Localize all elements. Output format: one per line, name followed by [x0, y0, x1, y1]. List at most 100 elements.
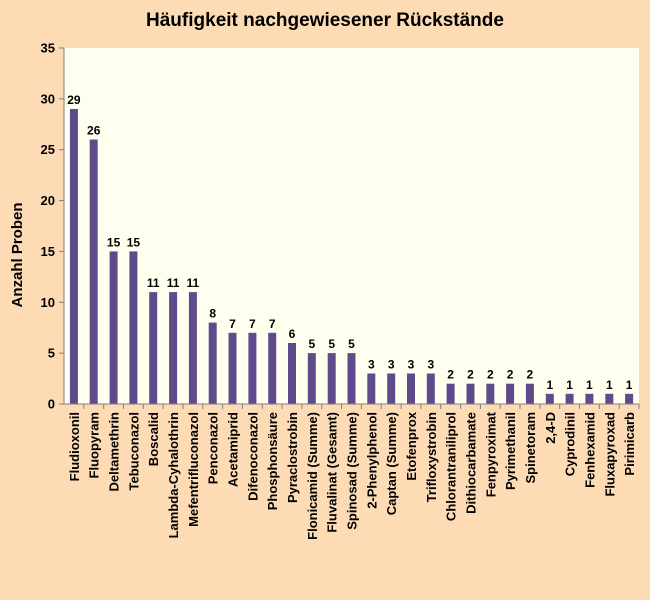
category-label: Lambda-Cyhalothrin [166, 412, 181, 538]
data-label: 1 [626, 378, 633, 392]
category-label: Fluxapyroxad [602, 412, 617, 497]
bar [565, 393, 574, 404]
category-label: Pirimicarb [622, 412, 637, 476]
category-label: Boscalid [146, 412, 161, 466]
bar-series [69, 109, 634, 404]
y-tick-label: 10 [41, 295, 55, 310]
bar [347, 353, 356, 404]
data-label: 7 [229, 317, 236, 331]
category-label: Flonicamid (Summe) [305, 412, 320, 540]
y-axis-title: Anzahl Proben [9, 202, 26, 307]
bar [545, 393, 554, 404]
category-label: Fludioxonil [67, 412, 82, 481]
bar [288, 343, 296, 404]
data-label: 11 [147, 276, 160, 290]
bar [208, 322, 217, 404]
bar [109, 251, 118, 404]
plot-area [64, 48, 639, 404]
data-label: 7 [269, 317, 276, 331]
y-tick-label: 0 [48, 397, 55, 412]
category-label: Dithiocarbamate [464, 412, 479, 514]
data-label: 1 [566, 378, 573, 392]
data-label: 5 [308, 337, 315, 351]
bar [307, 353, 316, 404]
y-axis: 0 5 10 15 20 25 30 35 [41, 41, 65, 412]
bar [446, 383, 455, 404]
bar [228, 332, 237, 404]
bar [605, 393, 614, 404]
category-label: Tebuconazol [126, 412, 141, 490]
bar [129, 251, 138, 404]
category-label: Cyprodinil [563, 412, 578, 476]
data-label: 2 [527, 368, 534, 382]
data-label: 7 [249, 317, 256, 331]
bar [426, 373, 435, 404]
data-label: 29 [67, 93, 81, 107]
bar [169, 292, 178, 404]
data-label: 2 [447, 368, 454, 382]
data-label: 3 [427, 358, 434, 372]
y-tick-label: 5 [48, 346, 55, 361]
category-label: Difenoconazol [245, 412, 260, 501]
category-label: 2,4-D [543, 412, 558, 444]
category-label: Chlorantraniliprol [444, 412, 459, 521]
chart-title: Häufigkeit nachgewiesener Rückstände [146, 10, 504, 31]
bar [367, 373, 376, 404]
category-label: Fenpyroximat [483, 411, 498, 497]
data-label: 3 [408, 358, 415, 372]
bar [188, 292, 197, 404]
category-label: Captan (Summe) [384, 412, 399, 515]
category-label: Fenhexamid [582, 412, 597, 488]
category-label: Etofenprox [404, 411, 419, 480]
bar [466, 383, 475, 404]
data-label: 15 [107, 235, 121, 249]
category-label: Trifloxystrobin [424, 412, 439, 502]
bar [585, 393, 594, 404]
category-label: Fluvalinat (Gesamt) [325, 412, 340, 533]
data-label: 3 [368, 358, 375, 372]
bar [149, 292, 158, 404]
bar [248, 332, 257, 404]
y-tick-label: 25 [41, 142, 55, 157]
data-label: 5 [348, 337, 355, 351]
data-label: 6 [289, 327, 296, 341]
data-label: 3 [388, 358, 395, 372]
bar [327, 353, 336, 404]
bar [89, 139, 98, 404]
data-label: 2 [487, 368, 494, 382]
bar [407, 373, 415, 404]
data-label: 15 [127, 235, 141, 249]
bar [486, 383, 495, 404]
y-tick-label: 35 [41, 41, 55, 56]
bar [625, 393, 634, 404]
data-label: 1 [606, 378, 613, 392]
category-label: Deltamethrin [107, 412, 122, 492]
data-label: 2 [507, 368, 514, 382]
category-label: Mefentrifluconazol [186, 412, 201, 527]
category-label: Fluopyram [87, 412, 102, 478]
bar [268, 332, 277, 404]
data-label: 1 [546, 378, 553, 392]
data-label: 5 [328, 337, 335, 351]
category-label: Penconazol [206, 412, 221, 484]
category-label: Phosphonsäure [265, 412, 280, 510]
data-label: 11 [187, 276, 200, 290]
category-label: Spinetoram [523, 412, 538, 484]
y-tick-label: 30 [41, 91, 55, 106]
data-label: 8 [209, 307, 216, 321]
category-label: Spinosad (Summe) [345, 412, 360, 530]
bar [387, 373, 396, 404]
y-tick-label: 20 [41, 193, 55, 208]
data-label: 26 [87, 124, 101, 138]
category-label: Pyraclostrobin [285, 412, 300, 503]
x-axis: Fludioxonil Fluopyram Deltamethrin Tebucona… [64, 403, 640, 540]
data-label: 1 [586, 378, 593, 392]
data-label: 2 [467, 368, 474, 382]
data-label: 11 [167, 276, 180, 290]
bar [506, 383, 515, 404]
category-label: Pyrimethanil [503, 412, 518, 490]
y-tick-label: 15 [41, 244, 55, 259]
